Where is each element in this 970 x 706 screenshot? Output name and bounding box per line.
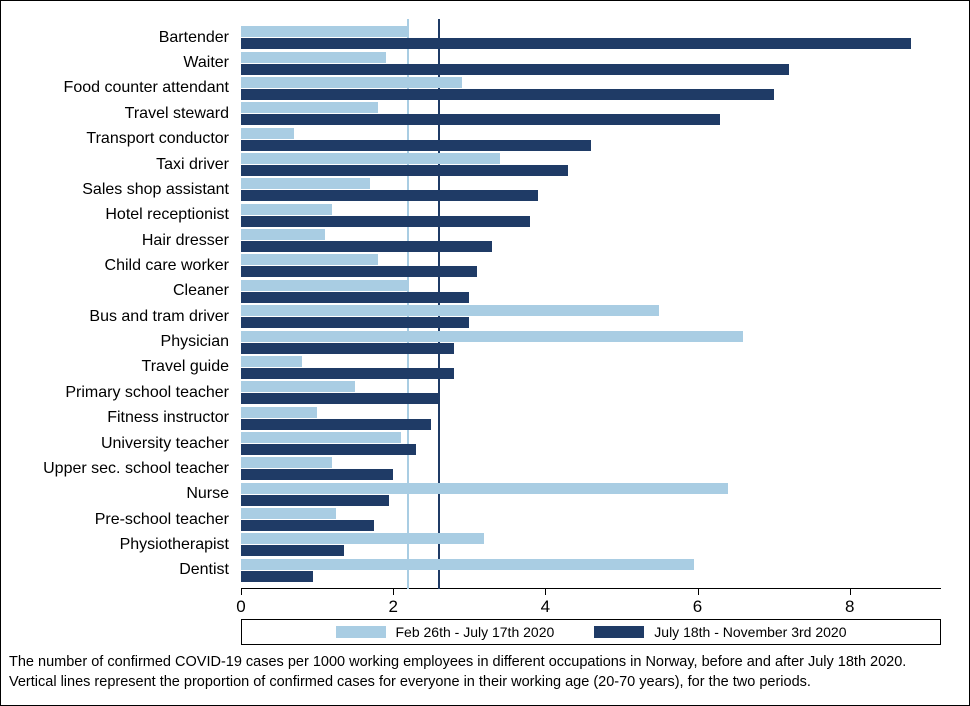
- reference-line: [407, 19, 409, 589]
- category-label: Nurse: [186, 485, 229, 503]
- reference-line: [438, 19, 440, 589]
- category-label: Sales shop assistant: [82, 181, 229, 199]
- x-tick-label: 0: [236, 597, 245, 617]
- bar-period1: [241, 204, 332, 215]
- bar-period2: [241, 343, 454, 354]
- caption-line-2: Vertical lines represent the proportion …: [9, 673, 961, 693]
- bar-period1: [241, 102, 378, 113]
- category-label: Cleaner: [173, 282, 229, 300]
- category-label: Food counter attendant: [64, 79, 229, 97]
- bar-period2: [241, 64, 789, 75]
- bar-period1: [241, 381, 355, 392]
- bar-period2: [241, 38, 911, 49]
- bar-period2: [241, 292, 469, 303]
- bar-period2: [241, 469, 393, 480]
- bar-period1: [241, 229, 325, 240]
- legend-label-period2: July 18th - November 3rd 2020: [654, 624, 846, 640]
- bar-period1: [241, 77, 462, 88]
- x-tick-label: 2: [388, 597, 397, 617]
- bar-period2: [241, 571, 313, 582]
- bar-period2: [241, 266, 477, 277]
- legend-label-period1: Feb 26th - July 17th 2020: [396, 624, 555, 640]
- category-label: Waiter: [183, 54, 229, 72]
- bar-period1: [241, 153, 500, 164]
- category-label: Hair dresser: [142, 232, 229, 250]
- chart-caption: The number of confirmed COVID-19 cases p…: [9, 653, 961, 692]
- x-tick: [850, 589, 851, 595]
- bar-period2: [241, 140, 591, 151]
- bar-period1: [241, 128, 294, 139]
- bar-period1: [241, 331, 743, 342]
- bar-period2: [241, 165, 568, 176]
- category-label: Fitness instructor: [107, 409, 229, 427]
- plot-inner: 02468: [241, 19, 941, 589]
- category-label: Upper sec. school teacher: [43, 460, 229, 478]
- bar-period1: [241, 559, 694, 570]
- caption-line-1: The number of confirmed COVID-19 cases p…: [9, 653, 961, 673]
- bar-period2: [241, 444, 416, 455]
- bar-period2: [241, 114, 720, 125]
- category-label: Transport conductor: [86, 130, 229, 148]
- x-tick-label: 6: [693, 597, 702, 617]
- x-tick: [698, 589, 699, 595]
- bar-period1: [241, 457, 332, 468]
- bar-period1: [241, 407, 317, 418]
- category-label: Taxi driver: [156, 156, 229, 174]
- category-label: Hotel receptionist: [105, 206, 229, 224]
- bar-period2: [241, 419, 431, 430]
- x-tick-label: 4: [541, 597, 550, 617]
- bar-period1: [241, 483, 728, 494]
- category-label: Travel guide: [142, 358, 229, 376]
- x-tick: [241, 589, 242, 595]
- bar-period2: [241, 495, 389, 506]
- bar-period1: [241, 280, 408, 291]
- bar-period2: [241, 368, 454, 379]
- x-tick-label: 8: [845, 597, 854, 617]
- x-tick: [393, 589, 394, 595]
- bar-period2: [241, 89, 774, 100]
- category-label: Dentist: [179, 561, 229, 579]
- plot-area: 02468: [241, 19, 941, 589]
- category-label: Child care worker: [105, 257, 229, 275]
- bar-period1: [241, 508, 336, 519]
- bar-period1: [241, 356, 302, 367]
- bar-period1: [241, 533, 484, 544]
- bar-period2: [241, 241, 492, 252]
- bar-period1: [241, 305, 659, 316]
- chart-frame: 02468 Feb 26th - July 17th 2020 July 18t…: [0, 0, 970, 706]
- bar-period1: [241, 432, 401, 443]
- bar-period1: [241, 52, 386, 63]
- bar-period2: [241, 216, 530, 227]
- bar-period2: [241, 520, 374, 531]
- category-label: Physiotherapist: [120, 536, 229, 554]
- legend-swatch-period1: [336, 626, 386, 638]
- category-label: University teacher: [101, 435, 229, 453]
- x-axis-line: [241, 588, 941, 589]
- bar-period2: [241, 545, 344, 556]
- legend-item-period1: Feb 26th - July 17th 2020: [336, 624, 555, 640]
- category-label: Primary school teacher: [65, 384, 229, 402]
- legend-item-period2: July 18th - November 3rd 2020: [594, 624, 846, 640]
- bar-period1: [241, 254, 378, 265]
- legend: Feb 26th - July 17th 2020 July 18th - No…: [241, 619, 941, 645]
- bar-period2: [241, 317, 469, 328]
- category-label: Travel steward: [125, 105, 229, 123]
- category-label: Physician: [161, 333, 229, 351]
- bar-period1: [241, 178, 370, 189]
- legend-swatch-period2: [594, 626, 644, 638]
- bar-period2: [241, 190, 538, 201]
- category-label: Bus and tram driver: [89, 308, 229, 326]
- x-tick: [545, 589, 546, 595]
- bar-period2: [241, 393, 439, 404]
- category-label: Pre-school teacher: [95, 511, 229, 529]
- bar-period1: [241, 26, 408, 37]
- category-label: Bartender: [159, 29, 229, 47]
